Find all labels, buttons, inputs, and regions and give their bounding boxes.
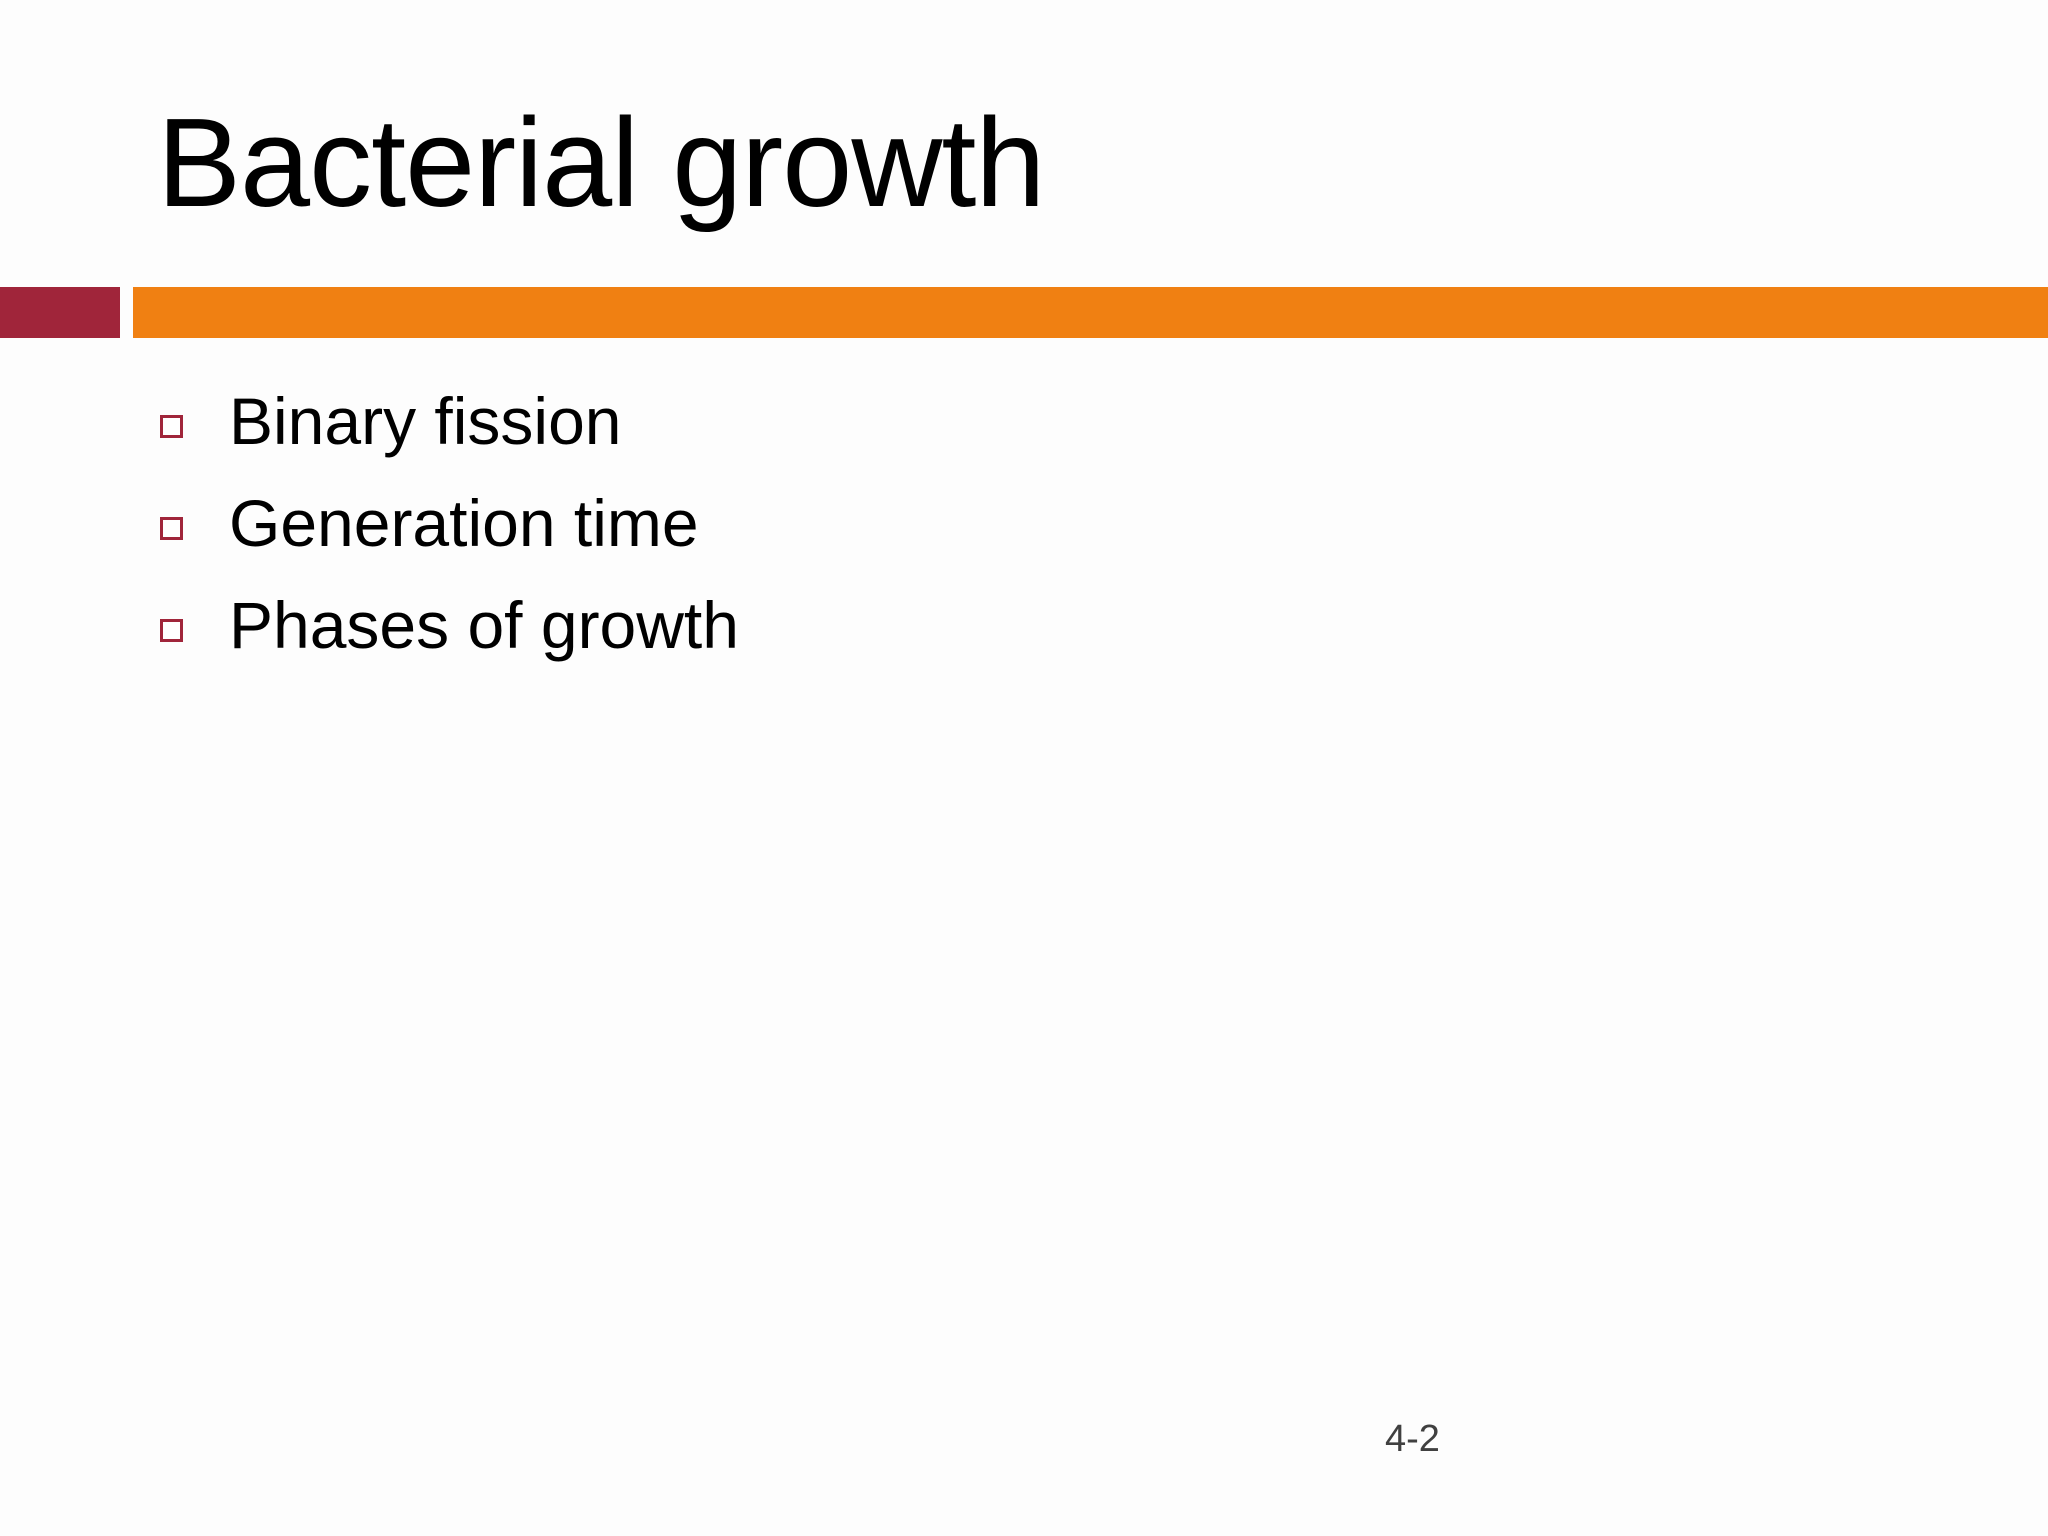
bullet-text: Phases of growth (229, 588, 739, 662)
bullet-item-generation-time: Generation time (160, 472, 739, 574)
bullet-item-binary-fission: Binary fission (160, 370, 739, 472)
bullet-list: Binary fission Generation time Phases of… (160, 370, 739, 676)
square-bullet-icon (160, 516, 183, 540)
title-accent-bar-orange (133, 287, 2048, 338)
bullet-text: Binary fission (229, 384, 622, 458)
bullet-item-phases-of-growth: Phases of growth (160, 574, 739, 676)
slide-title: Bacterial growth (157, 92, 1045, 233)
bullet-text: Generation time (229, 486, 699, 560)
slide-number: 4-2 (1385, 1418, 1440, 1460)
title-accent-bar-red (0, 287, 120, 338)
square-bullet-icon (160, 618, 183, 642)
square-bullet-icon (160, 414, 183, 438)
